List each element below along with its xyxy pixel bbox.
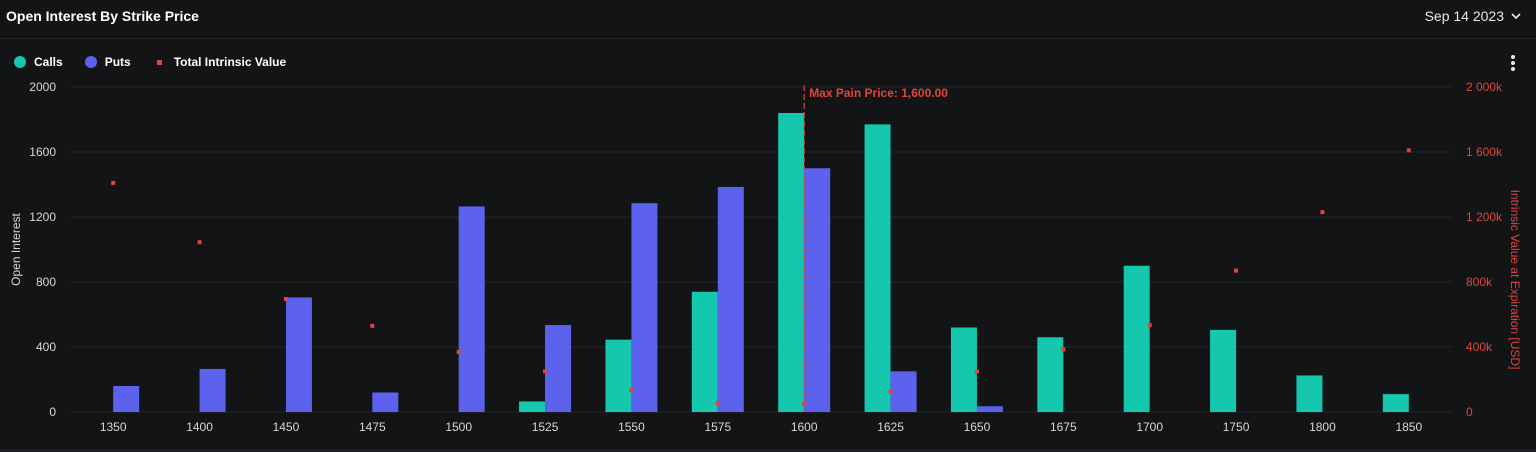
more-options-icon[interactable] [1510, 55, 1516, 73]
puts-bar [631, 203, 658, 412]
x-tick-label: 1500 [445, 420, 472, 434]
x-tick-label: 1525 [532, 420, 559, 434]
x-tick-label: 1450 [273, 420, 300, 434]
legend-label-intrinsic: Total Intrinsic Value [173, 55, 287, 69]
intrinsic-value-marker [629, 388, 634, 393]
y-tick-label: 2000 [29, 80, 56, 94]
y-tick-label: 1200 [29, 210, 56, 224]
calls-bar [778, 113, 805, 412]
expiration-date-select[interactable]: Sep 14 2023 [1425, 8, 1522, 24]
calls-bar [864, 124, 891, 412]
puts-bar [545, 325, 572, 412]
x-tick-label: 1700 [1136, 420, 1163, 434]
x-tick-label: 1600 [791, 420, 818, 434]
intrinsic-swatch [156, 59, 162, 65]
y2-tick-label: 1 200k [1466, 210, 1503, 224]
y2-tick-label: 400k [1466, 340, 1493, 354]
legend-label-calls: Calls [34, 55, 63, 69]
calls-bar [519, 401, 546, 412]
intrinsic-value-marker [456, 349, 461, 354]
calls-swatch [14, 56, 26, 68]
x-tick-label: 1800 [1309, 420, 1336, 434]
y2-tick-label: 0 [1466, 405, 1473, 419]
y2-tick-label: 800k [1466, 275, 1493, 289]
x-tick-label: 1350 [100, 420, 127, 434]
puts-swatch [84, 56, 97, 68]
puts-bar [372, 392, 399, 412]
intrinsic-value-marker [1320, 210, 1325, 215]
legend-label-puts: Puts [104, 55, 131, 69]
calls-bar [605, 339, 632, 412]
chart-title: Open Interest By Strike Price [6, 8, 199, 24]
legend-item-intrinsic[interactable]: Total Intrinsic Value [153, 55, 286, 69]
intrinsic-value-marker [543, 369, 548, 374]
x-tick-label: 1550 [618, 420, 645, 434]
intrinsic-value-marker [370, 323, 375, 328]
intrinsic-value-marker [1147, 323, 1152, 328]
date-label: Sep 14 2023 [1424, 8, 1504, 24]
calls-bar [950, 327, 977, 412]
chevron-down-icon [1511, 13, 1521, 20]
y-tick-label: 0 [49, 405, 56, 419]
intrinsic-value-marker [283, 297, 288, 302]
x-tick-label: 1850 [1395, 420, 1422, 434]
intrinsic-value-marker [111, 180, 116, 185]
puts-bar [113, 386, 140, 412]
header: Open Interest By Strike Price Sep 14 202… [0, 0, 1536, 39]
intrinsic-value-marker [197, 240, 202, 245]
y-tick-label: 1600 [29, 145, 56, 159]
x-tick-label: 1675 [1050, 420, 1077, 434]
puts-bar [285, 297, 312, 412]
y-tick-label: 400 [36, 340, 56, 354]
calls-bar [691, 291, 718, 412]
y2-tick-label: 2 000k [1466, 80, 1503, 94]
legend: Calls Puts Total Intrinsic Value [14, 55, 286, 69]
calls-bar [1210, 329, 1237, 412]
x-tick-label: 1625 [877, 420, 904, 434]
intrinsic-value-marker [715, 401, 720, 406]
intrinsic-value-marker [1061, 347, 1066, 352]
x-tick-label: 1650 [964, 420, 991, 434]
puts-bar [458, 206, 485, 412]
calls-bar [1037, 337, 1064, 412]
x-tick-label: 1575 [704, 420, 731, 434]
intrinsic-value-marker [1406, 148, 1411, 153]
calls-bar [1382, 394, 1409, 412]
calls-bar [1296, 375, 1323, 412]
x-tick-label: 1750 [1223, 420, 1250, 434]
intrinsic-value-marker [974, 369, 979, 374]
legend-item-puts[interactable]: Puts [84, 55, 131, 69]
puts-bar [976, 406, 1003, 412]
x-tick-label: 1400 [186, 420, 213, 434]
puts-bar [717, 186, 744, 412]
x-tick-label: 1475 [359, 420, 386, 434]
y2-axis-title: Intrinsic Value at Expiration [USD] [1508, 190, 1522, 370]
max-pain-label: Max Pain Price: 1,600.00 [809, 86, 948, 100]
puts-bar [199, 368, 226, 412]
bottom-divider [0, 449, 1536, 452]
puts-bar [804, 168, 831, 412]
y2-tick-label: 1 600k [1466, 145, 1503, 159]
intrinsic-value-marker [888, 389, 893, 394]
y-axis-title: Open Interest [9, 212, 23, 285]
intrinsic-value-marker [1234, 268, 1239, 273]
y-tick-label: 800 [36, 275, 56, 289]
puts-bar [890, 371, 917, 412]
calls-bar [1123, 265, 1150, 412]
legend-item-calls[interactable]: Calls [14, 55, 63, 69]
